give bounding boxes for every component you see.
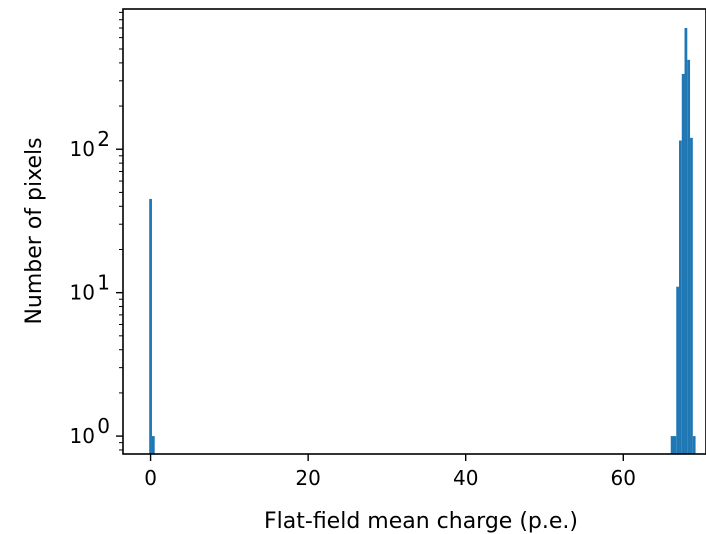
- plot-frame: [122, 8, 706, 455]
- x-tick-label-2: 40: [453, 466, 478, 490]
- histogram-bar-5: [679, 140, 682, 454]
- histogram-bar-8: [687, 59, 691, 455]
- y-tick-label-0: 10: [70, 424, 95, 448]
- histogram-bar-2: [670, 436, 674, 454]
- y-tick-exponent-2: 2: [97, 127, 110, 151]
- histogram-bar-0: [149, 198, 152, 454]
- histogram-bar-9: [690, 137, 693, 454]
- y-axis-label: Number of pixels: [22, 137, 47, 324]
- histogram-bars: [149, 28, 696, 455]
- histogram-bar-7: [684, 28, 688, 455]
- histogram-bar-10: [692, 436, 696, 454]
- x-tick-label-0: 0: [144, 466, 157, 490]
- histogram-bar-6: [681, 73, 685, 455]
- x-tick-label-1: 20: [295, 466, 320, 490]
- y-tick-exponent-1: 1: [97, 271, 110, 295]
- histogram-bar-1: [151, 436, 155, 454]
- x-tick-label-3: 60: [611, 466, 636, 490]
- y-tick-exponent-0: 0: [97, 414, 110, 438]
- y-tick-label-2: 10: [70, 137, 95, 161]
- x-axis-label: Flat-field mean charge (p.e.): [264, 509, 578, 534]
- x-axis-ticks: 0 20 40 60: [144, 454, 636, 490]
- histogram-bar-4: [676, 286, 680, 454]
- y-tick-label-1: 10: [70, 281, 95, 305]
- histogram-bar-3: [673, 436, 677, 454]
